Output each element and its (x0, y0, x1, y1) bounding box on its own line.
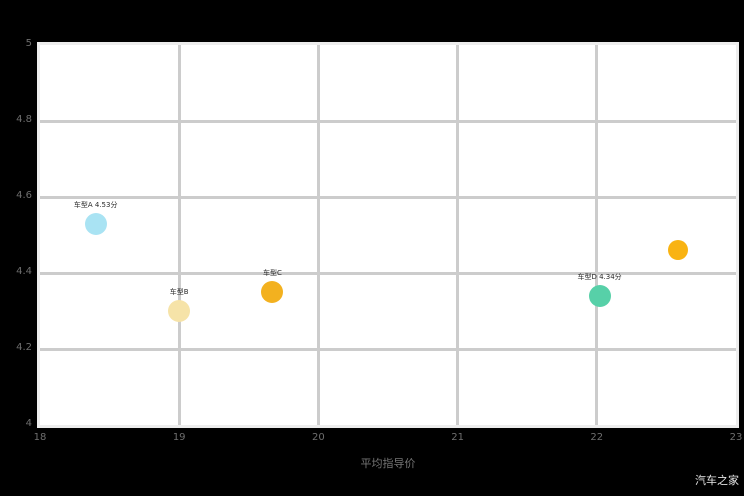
x-axis-tick-label: 21 (451, 432, 464, 443)
vertical-gridline (177, 45, 181, 425)
x-axis-tick-label: 23 (729, 432, 743, 443)
y-axis-tick-label: 4.4 (16, 266, 32, 277)
x-axis-tick-label: 19 (172, 432, 186, 443)
x-axis-tick-label: 18 (33, 432, 47, 443)
y-axis-tick-label: 4 (25, 418, 32, 429)
horizontal-gridline (40, 271, 736, 275)
x-axis-title: 平均指导价 (360, 457, 416, 470)
vertical-gridline (456, 45, 460, 425)
y-axis-tick-label: 5 (25, 38, 32, 49)
horizontal-gridline (40, 195, 736, 199)
data-point-label: 车型C (263, 269, 282, 277)
horizontal-gridline (40, 119, 736, 123)
horizontal-gridline (40, 347, 736, 351)
data-point-bubble[interactable] (261, 281, 284, 303)
y-axis-tick-label: 4.2 (16, 342, 32, 353)
x-axis-tick-label: 22 (590, 432, 604, 443)
data-point-bubble[interactable] (168, 300, 191, 322)
data-point-label: 车型D 4.34分 (577, 272, 622, 281)
data-point-label: 车型B (169, 288, 189, 296)
vertical-gridline (316, 45, 320, 425)
data-point-bubble[interactable] (588, 284, 611, 307)
x-axis-tick-label: 20 (312, 432, 325, 443)
data-point-label: 车型A 4.53分 (73, 200, 118, 209)
plot-area: 车型A 4.53分车型B 车型C 车型D 4.34分 (37, 42, 739, 428)
y-axis-tick-label: 4.8 (16, 114, 32, 125)
data-point-bubble[interactable] (667, 240, 688, 261)
data-point-bubble[interactable] (84, 212, 107, 235)
watermark-logo: 汽车之家 (695, 474, 739, 487)
vertical-gridline (595, 45, 599, 425)
y-axis-tick-label: 4.6 (16, 190, 32, 201)
